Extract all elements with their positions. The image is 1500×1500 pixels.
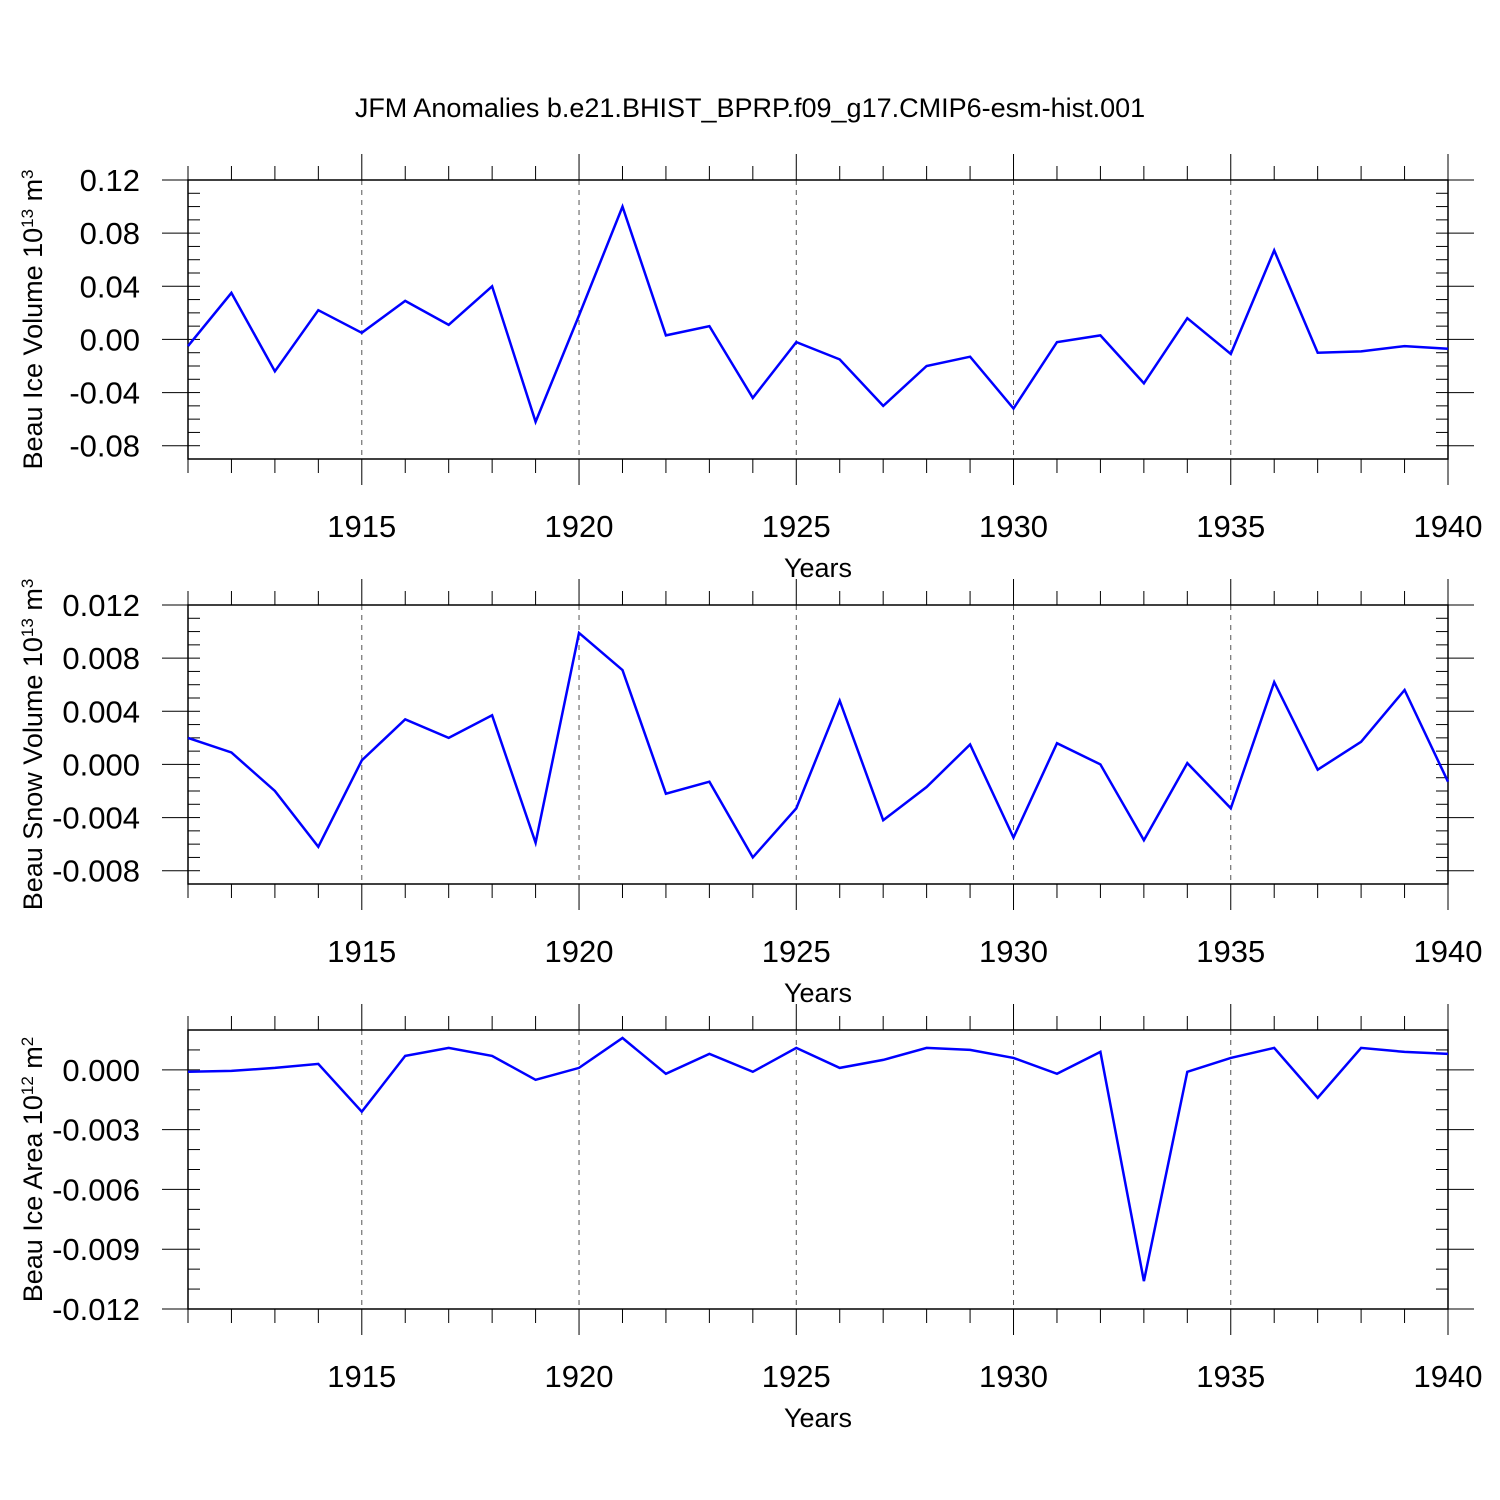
y-tick-label: 0.008 <box>62 641 140 676</box>
x-tick-label: 1920 <box>545 934 614 969</box>
y-tick-label: -0.012 <box>52 1292 140 1327</box>
y-tick-label: -0.04 <box>69 376 140 411</box>
panels: 0.12 0.08 0.04 0.00 -0.04 -0.08 1915 1920 1925 19… <box>18 154 1483 1433</box>
y-axis-label-superscript: 13 <box>18 618 37 637</box>
x-tick-label: 1930 <box>979 1359 1048 1394</box>
y-tick-label: 0.012 <box>62 588 140 623</box>
x-axis-label: Years <box>784 553 852 583</box>
y-tick-label: -0.008 <box>52 854 140 889</box>
y-tick-label: 0.000 <box>62 1053 140 1088</box>
panel-ice-volume: 0.12 0.08 0.04 0.00 -0.04 -0.08 1915 1920 1925 19… <box>18 154 1483 583</box>
x-tick-label: 1930 <box>979 509 1048 544</box>
y-axis-label-superscript: 12 <box>18 1076 37 1095</box>
y-tick-label: 0.12 <box>80 163 140 198</box>
x-tick-label: 1940 <box>1414 509 1483 544</box>
x-axis-label: Years <box>784 978 852 1008</box>
x-tick-label: 1915 <box>327 934 396 969</box>
y-axis-label-text: Beau Snow Volume 10 <box>18 637 48 910</box>
plot-frame <box>187 1029 1449 1310</box>
x-tick-label: 1940 <box>1414 1359 1483 1394</box>
x-tick-label: 1925 <box>762 509 831 544</box>
y-tick-label: 0.04 <box>80 269 140 304</box>
y-axis-label-text: Beau Ice Area 10 <box>18 1095 48 1302</box>
y-axis-label-text: Beau Ice Volume 10 <box>18 228 48 470</box>
plot-frame <box>187 604 1449 885</box>
plot-frame <box>187 179 1449 460</box>
y-axis-label: Beau Snow Volume 1013 m3 <box>18 579 49 911</box>
x-tick-label: 1935 <box>1196 1359 1265 1394</box>
y-tick-label: -0.003 <box>52 1113 140 1148</box>
x-tick-label: 1920 <box>545 1359 614 1394</box>
y-axis-label-text: m <box>18 179 48 209</box>
x-tick-label: 1935 <box>1196 934 1265 969</box>
x-tick-label: 1930 <box>979 934 1048 969</box>
y-axis-label-superscript: 2 <box>18 1037 37 1046</box>
y-tick-label: -0.004 <box>52 801 140 836</box>
x-tick-label: 1925 <box>762 1359 831 1394</box>
x-tick-label: 1920 <box>545 509 614 544</box>
x-tick-label: 1915 <box>327 1359 396 1394</box>
y-tick-label: 0.004 <box>62 694 140 729</box>
x-tick-label: 1915 <box>327 509 396 544</box>
y-tick-label: -0.08 <box>69 429 140 464</box>
series-line <box>187 1036 1449 1282</box>
y-tick-label: 0.00 <box>80 322 140 357</box>
series-line <box>187 630 1450 860</box>
y-axis-label-superscript: 3 <box>18 579 37 588</box>
x-tick-label: 1935 <box>1196 509 1265 544</box>
y-axis-label-text: m <box>18 588 48 618</box>
y-axis-label-superscript: 13 <box>18 209 37 228</box>
x-tick-label: 1925 <box>762 934 831 969</box>
y-axis-label: Beau Ice Area 1012 m2 <box>18 1037 49 1303</box>
y-axis-label-superscript: 3 <box>18 169 37 178</box>
y-axis-label-text: m <box>18 1046 48 1076</box>
x-tick-label: 1940 <box>1414 934 1483 969</box>
panel-snow-volume: 0.012 0.008 0.004 0.000 -0.004 -0.008 1915 1920… <box>18 579 1483 1008</box>
x-axis-label: Years <box>784 1403 852 1433</box>
y-tick-label: -0.006 <box>52 1172 140 1207</box>
panel-ice-area: 0.000 -0.003 -0.006 -0.009 -0.012 1915 1920 192… <box>18 1004 1483 1433</box>
figure-title: JFM Anomalies b.e21.BHIST_BPRP.f09_g17.C… <box>355 93 1145 123</box>
y-tick-label: 0.000 <box>62 747 140 782</box>
y-tick-label: -0.009 <box>52 1232 140 1267</box>
y-axis-label: Beau Ice Volume 1013 m3 <box>18 169 49 469</box>
series-line <box>187 202 1449 426</box>
y-tick-label: 0.08 <box>80 216 140 251</box>
